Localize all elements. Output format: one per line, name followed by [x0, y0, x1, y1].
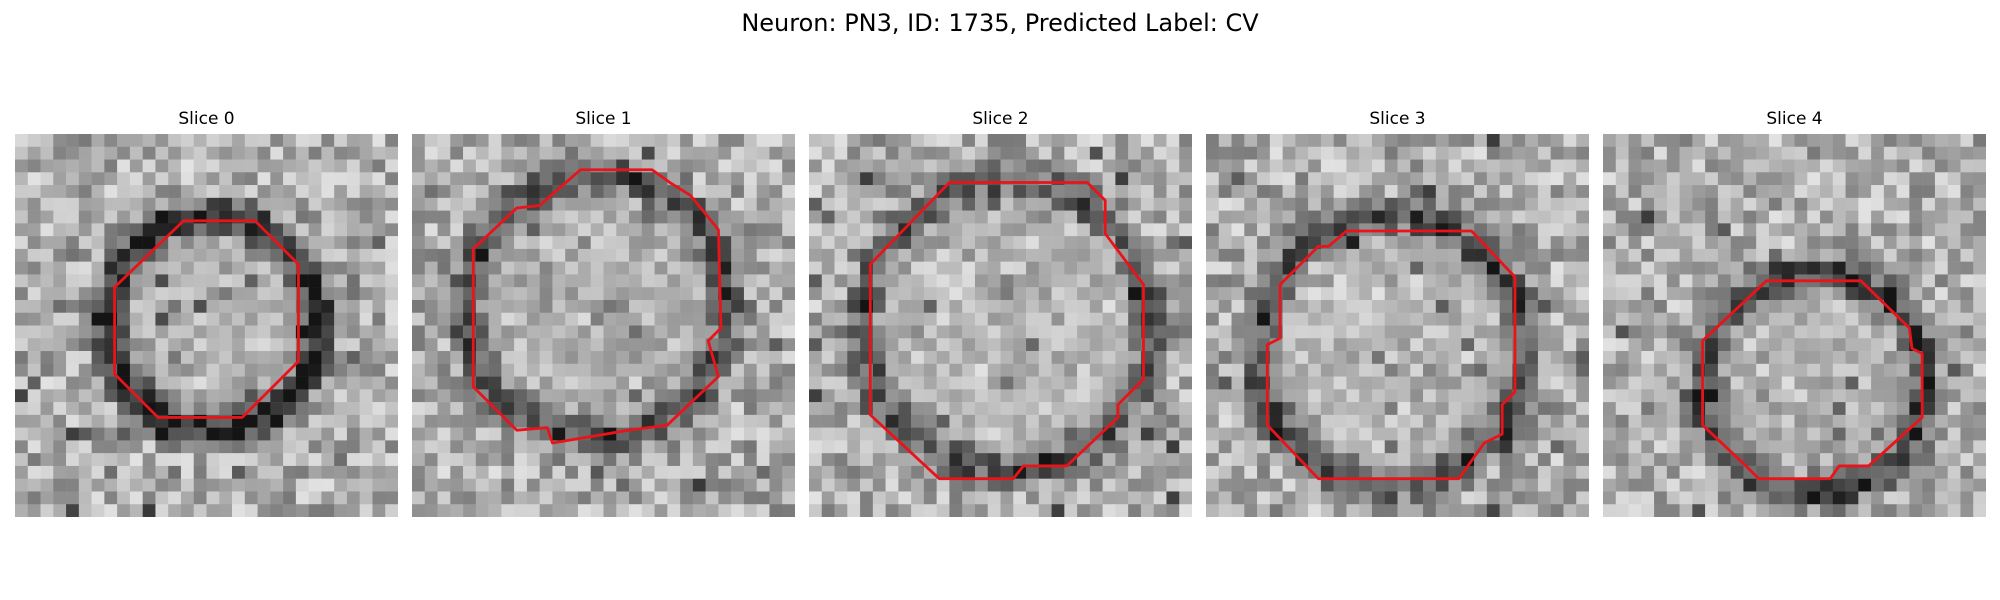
figure-title: Neuron: PN3, ID: 1735, Predicted Label: …	[741, 9, 1259, 37]
grayscale-pixel-grid-4	[1603, 134, 1986, 517]
slice-title-2: Slice 2	[972, 109, 1029, 129]
segmentation-contour-2	[868, 181, 1145, 481]
segmentation-contour-3	[1265, 229, 1517, 481]
slice-image-2	[809, 134, 1192, 517]
slice-panel-3: Slice 3	[1206, 0, 1589, 600]
slice-image-4	[1603, 134, 1986, 517]
slice-title-0: Slice 0	[178, 109, 235, 129]
slice-panel-4: Slice 4	[1603, 0, 1986, 600]
grayscale-pixel-grid-3	[1206, 134, 1589, 517]
grayscale-pixel-grid-0	[15, 134, 398, 517]
slice-panel-1: Slice 1	[412, 0, 795, 600]
segmentation-contour-4	[1701, 279, 1924, 481]
slice-image-1	[412, 134, 795, 517]
segmentation-contour-1	[471, 168, 723, 445]
grayscale-pixel-grid-1	[412, 134, 795, 517]
slice-title-1: Slice 1	[575, 109, 632, 129]
slice-title-4: Slice 4	[1766, 109, 1823, 129]
slice-panel-0: Slice 0	[15, 0, 398, 600]
slice-title-3: Slice 3	[1369, 109, 1426, 129]
slice-image-0	[15, 134, 398, 517]
slice-image-3	[1206, 134, 1589, 517]
slice-panel-2: Slice 2	[809, 0, 1192, 600]
segmentation-contour-0	[113, 219, 300, 419]
grayscale-pixel-grid-2	[809, 134, 1192, 517]
